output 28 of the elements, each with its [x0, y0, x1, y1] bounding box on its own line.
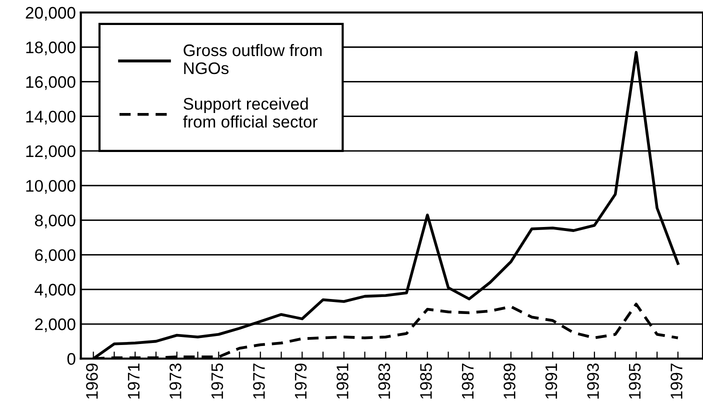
y-tick-label: 2,000 [35, 318, 76, 332]
legend-label: Gross outflow from NGOs [184, 44, 322, 74]
y-tick-label: 4,000 [34, 284, 76, 298]
x-tick-label: 1973 [170, 364, 182, 399]
y-tick-label: 14,000 [26, 110, 76, 125]
x-tick-label: 1989 [504, 364, 516, 399]
y-tick-label: 18,000 [26, 42, 76, 56]
x-tick-label: 1969 [86, 364, 98, 399]
x-tick-label: 1975 [211, 363, 224, 399]
x-tick-label: 1993 [587, 364, 599, 399]
y-tick-label: 16,000 [26, 76, 76, 90]
y-tick-label: 12,000 [26, 145, 76, 160]
x-tick-label: 1997 [670, 364, 682, 399]
y-tick-label: 0 [67, 353, 76, 365]
x-tick-label: 1995 [628, 363, 641, 399]
y-tick-label: 20,000 [26, 6, 76, 21]
legend-label: Support received from official sector [183, 97, 318, 128]
y-tick-label: 6,000 [35, 249, 76, 263]
y-tick-label: 10,000 [26, 180, 76, 194]
x-tick-label: 1983 [378, 364, 390, 399]
x-tick-label: 1981 [336, 364, 348, 399]
x-tick-label: 1977 [253, 364, 265, 399]
x-tick-label: 1971 [128, 364, 140, 399]
x-tick-label: 1987 [462, 364, 474, 399]
x-tick-label: 1985 [420, 363, 432, 399]
x-tick-label: 1991 [545, 364, 558, 399]
x-tick-label: 1979 [294, 364, 307, 399]
y-tick-label: 8,000 [35, 214, 76, 228]
